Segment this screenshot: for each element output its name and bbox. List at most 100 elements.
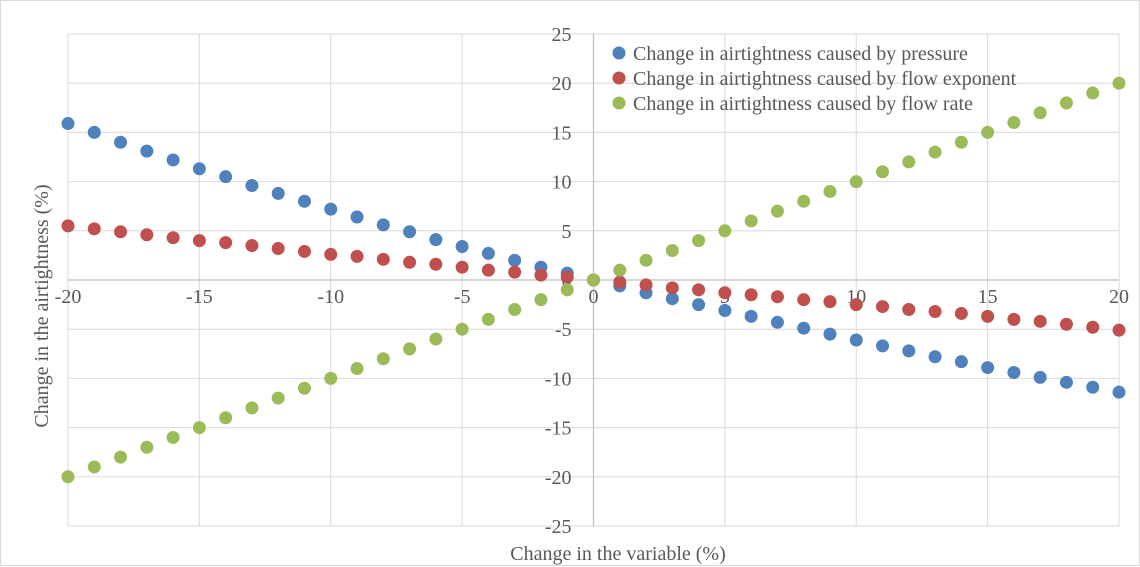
data-point <box>902 155 916 169</box>
data-point <box>823 184 837 198</box>
data-point <box>1112 323 1126 337</box>
y-tick-label: -20 <box>545 467 572 489</box>
data-point <box>849 175 863 189</box>
data-point <box>481 263 495 277</box>
x-tick-label: 20 <box>1109 286 1129 308</box>
data-point <box>403 255 417 269</box>
data-point <box>114 450 128 464</box>
data-point <box>455 260 469 274</box>
data-point <box>245 179 259 193</box>
data-point <box>902 344 916 358</box>
data-point <box>166 231 180 245</box>
data-point <box>481 246 495 260</box>
data-point <box>403 225 417 239</box>
data-point <box>114 135 128 149</box>
data-point <box>429 332 443 346</box>
data-point <box>613 275 627 289</box>
data-point <box>1112 76 1126 90</box>
data-point <box>219 236 233 250</box>
data-point <box>928 304 942 318</box>
data-point <box>1007 312 1021 326</box>
data-point <box>350 210 364 224</box>
data-point <box>455 240 469 254</box>
data-point <box>87 125 101 139</box>
data-point <box>61 117 75 131</box>
data-point <box>429 233 443 247</box>
x-tick-label: 15 <box>978 286 998 308</box>
data-point <box>1086 86 1100 100</box>
data-point <box>324 247 338 261</box>
data-point <box>744 288 758 302</box>
y-tick-label: -15 <box>545 418 572 440</box>
data-point <box>192 234 206 248</box>
data-point <box>823 295 837 309</box>
data-point <box>797 293 811 307</box>
data-point <box>350 249 364 263</box>
data-point <box>61 219 75 233</box>
data-point <box>140 440 154 454</box>
y-tick-label: 20 <box>552 73 572 95</box>
y-tick-label: 5 <box>562 221 572 243</box>
data-point <box>455 322 469 336</box>
data-point <box>271 242 285 256</box>
data-point <box>1033 314 1047 328</box>
data-point <box>639 253 653 267</box>
data-point <box>534 268 548 282</box>
data-point <box>954 135 968 149</box>
data-point <box>192 421 206 435</box>
data-point <box>1059 96 1073 110</box>
data-point <box>324 371 338 385</box>
x-tick-label: -20 <box>55 286 82 308</box>
data-point <box>245 401 259 415</box>
data-point <box>954 306 968 320</box>
data-point <box>508 303 522 317</box>
data-point <box>140 228 154 242</box>
y-axis-title: Change in the airtightness (%) <box>31 184 53 427</box>
data-point <box>876 339 890 353</box>
data-point <box>403 342 417 356</box>
x-tick-label: -15 <box>186 286 213 308</box>
y-tick-label: -10 <box>545 368 572 390</box>
legend-marker <box>612 46 626 60</box>
data-point <box>902 303 916 317</box>
data-point <box>718 286 732 300</box>
data-point <box>823 327 837 341</box>
data-point <box>770 204 784 218</box>
data-point <box>1059 375 1073 389</box>
data-point <box>508 253 522 267</box>
legend: Change in airtightness caused by pressur… <box>612 43 1017 115</box>
data-point <box>1007 116 1021 130</box>
x-tick-label: -10 <box>317 286 344 308</box>
data-point <box>954 355 968 369</box>
y-tick-label: 10 <box>552 172 572 194</box>
data-point <box>324 202 338 216</box>
data-point <box>692 234 706 248</box>
data-point <box>981 125 995 139</box>
y-tick-label: 15 <box>552 122 572 144</box>
data-point <box>692 283 706 297</box>
data-point <box>219 411 233 425</box>
data-point <box>560 270 574 284</box>
data-point <box>1033 370 1047 384</box>
data-point <box>271 186 285 200</box>
legend-marker <box>612 96 626 110</box>
data-point <box>114 225 128 239</box>
data-point <box>849 333 863 347</box>
legend-marker <box>612 71 626 85</box>
data-point <box>639 278 653 292</box>
data-point <box>1112 385 1126 399</box>
data-point <box>744 214 758 228</box>
y-tick-label: -5 <box>555 319 572 341</box>
legend-label: Change in airtightness caused by pressur… <box>633 43 968 65</box>
data-point <box>1059 317 1073 331</box>
data-point <box>429 257 443 271</box>
data-point <box>613 263 627 277</box>
y-tick-label: -25 <box>545 516 572 538</box>
data-point <box>876 300 890 314</box>
data-point <box>928 145 942 159</box>
x-tick-label: 0 <box>589 286 599 308</box>
data-point <box>665 281 679 295</box>
data-point <box>1007 365 1021 379</box>
